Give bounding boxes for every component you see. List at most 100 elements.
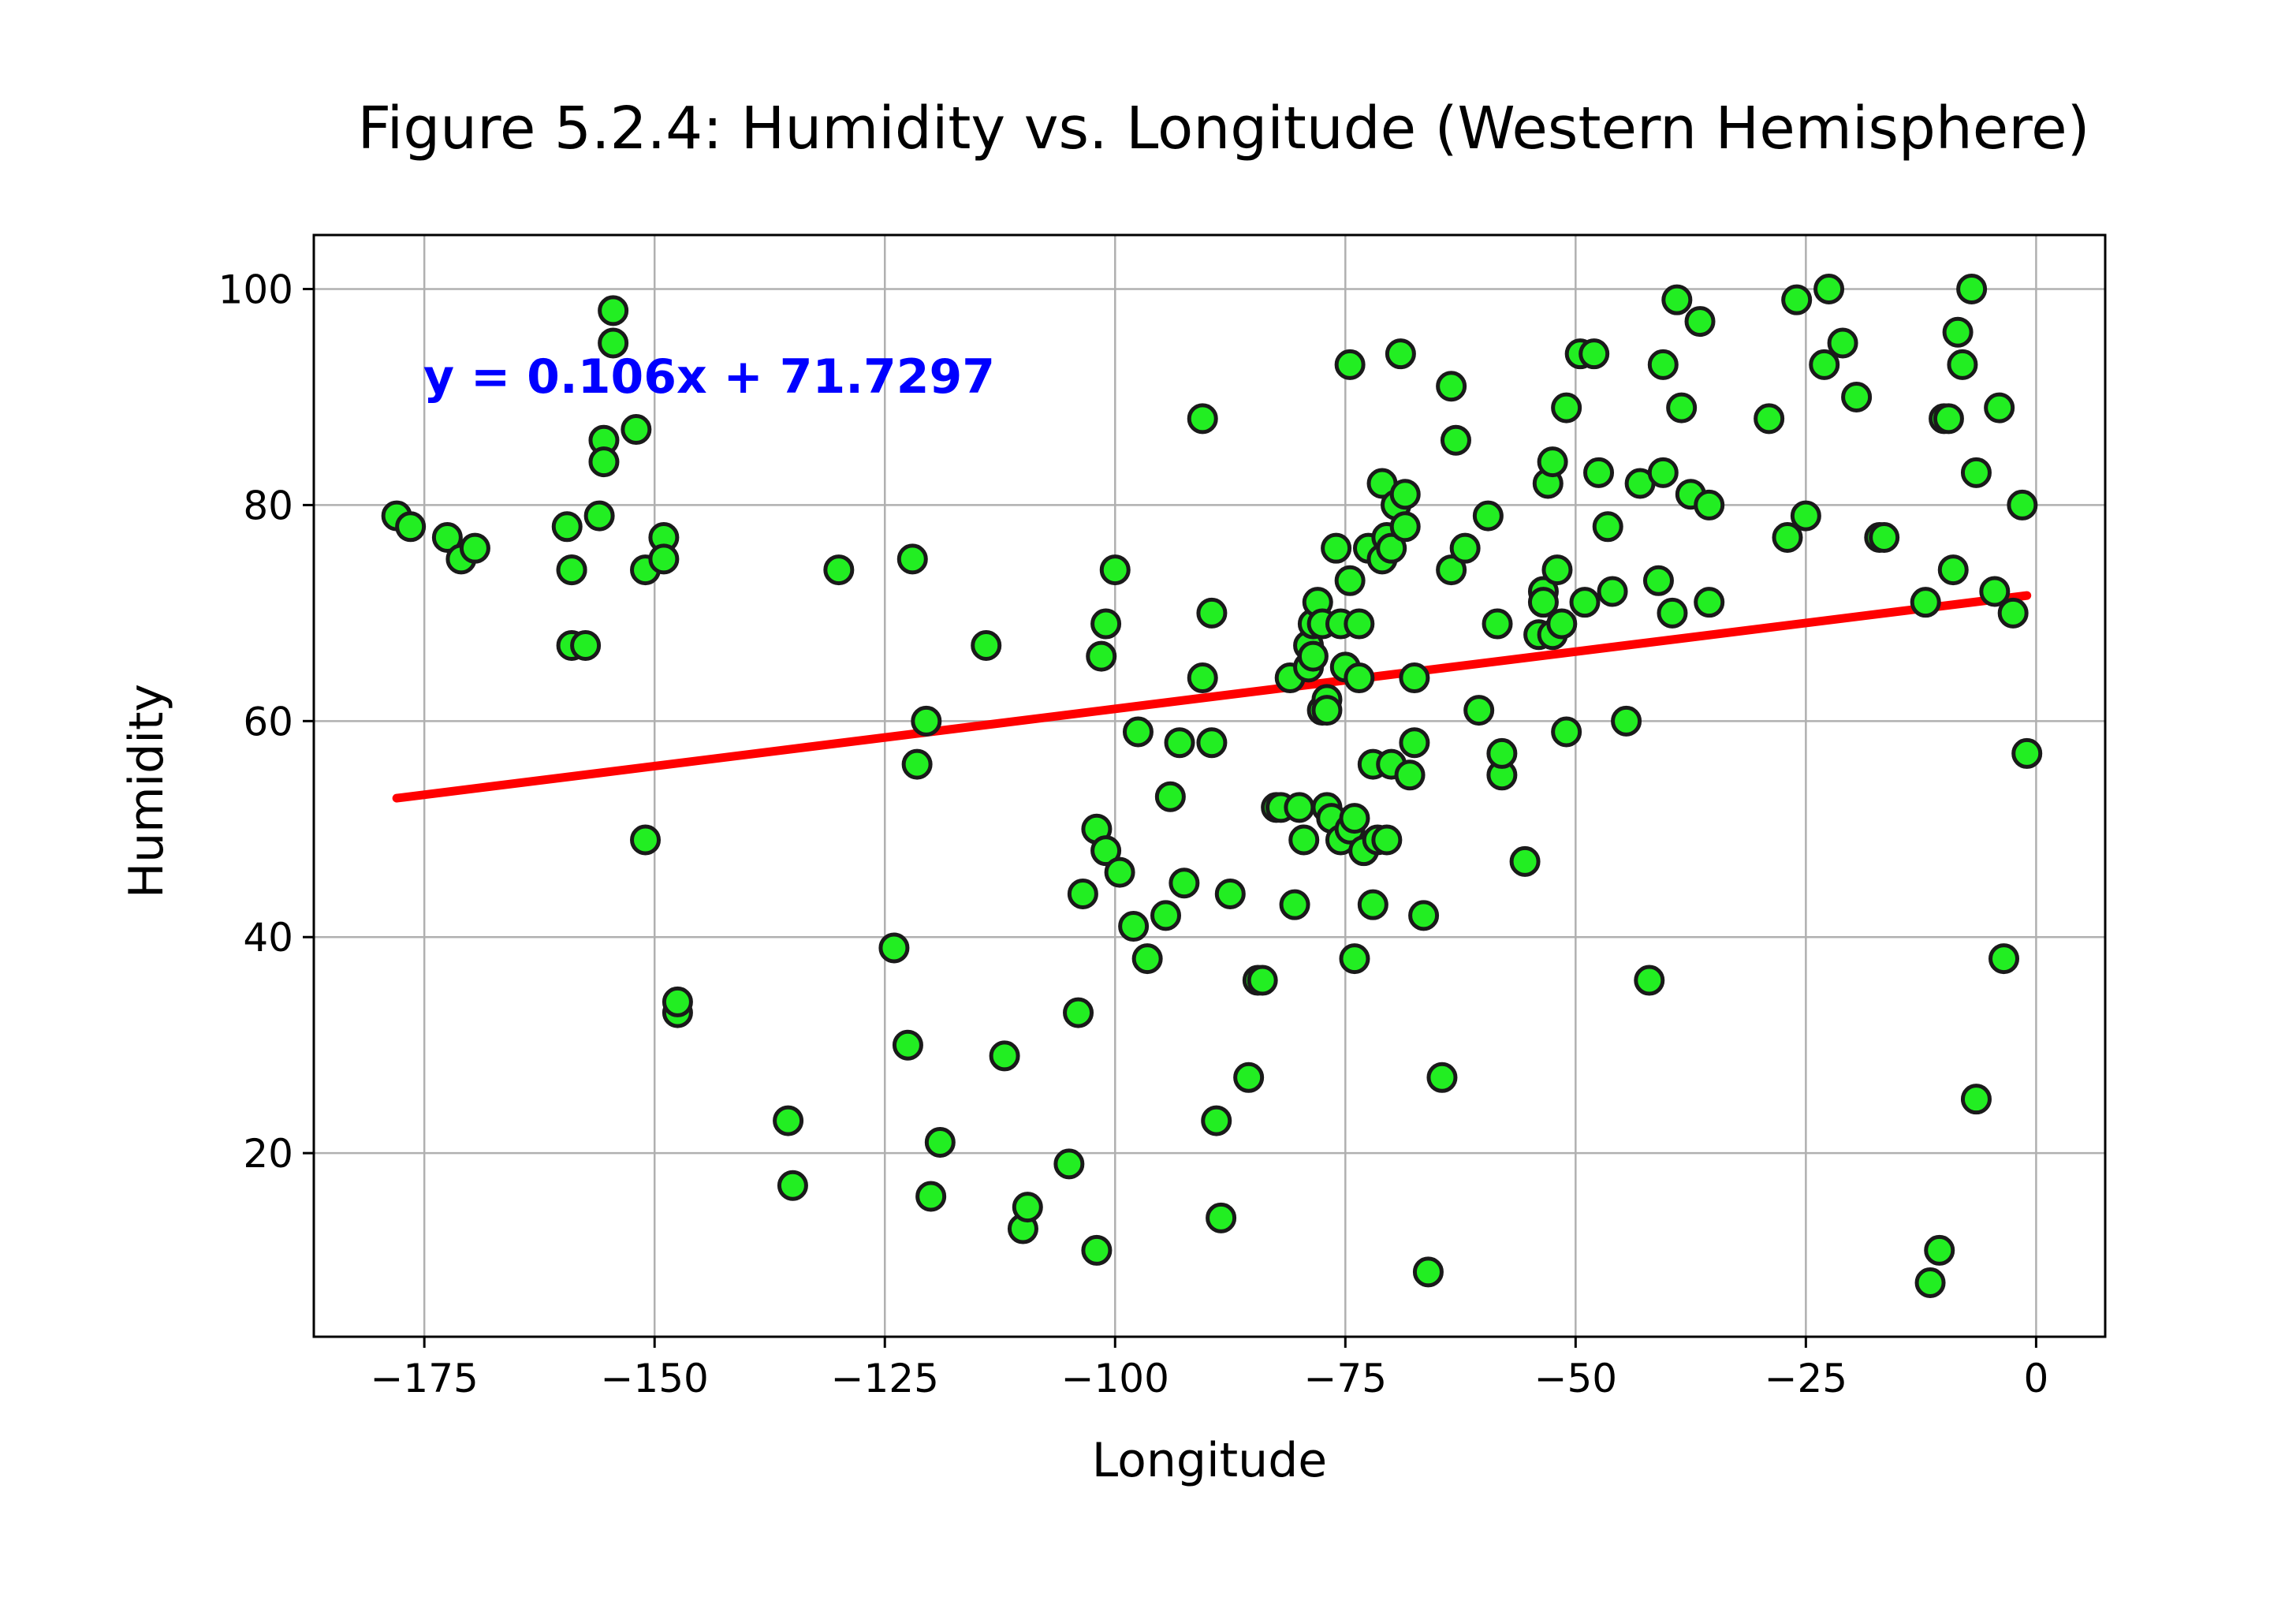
data-point [588, 446, 620, 478]
data-point [395, 511, 427, 543]
data-point [1122, 716, 1154, 748]
data-point [1311, 695, 1343, 726]
data-point [2011, 737, 2043, 769]
y-axis-ticks: 20 40 60 80 100 [218, 267, 314, 1177]
data-point [1924, 1234, 1955, 1266]
data-point [1537, 446, 1568, 478]
data-point [1436, 371, 1467, 402]
data-point [989, 1040, 1020, 1072]
y-tick-label: 60 [243, 699, 293, 744]
x-tick-label: −175 [371, 1356, 479, 1401]
data-point [1960, 1084, 1992, 1115]
data-point [1634, 965, 1665, 996]
data-point [1472, 500, 1504, 532]
y-axis-label: Humidity [119, 684, 174, 898]
data-point [1482, 608, 1513, 640]
x-tick-label: −100 [1061, 1356, 1169, 1401]
data-point [570, 629, 602, 661]
data-point [1086, 640, 1117, 672]
regression-line [392, 591, 2032, 803]
data-point [1284, 792, 1315, 823]
data-point [1408, 900, 1440, 931]
data-point [1376, 532, 1407, 564]
data-point [1104, 856, 1135, 888]
data-point [1661, 284, 1693, 315]
data-point [1334, 349, 1366, 380]
x-tick-label: −75 [1304, 1356, 1388, 1401]
data-point [1781, 284, 1813, 315]
data-point [1081, 1234, 1113, 1266]
data-point [1684, 306, 1716, 338]
y-tick-label: 80 [243, 483, 293, 528]
data-point [1067, 878, 1098, 909]
data-point [1371, 824, 1403, 856]
data-point [1694, 587, 1725, 618]
data-point [971, 629, 1002, 661]
data-point [1933, 403, 1964, 435]
data-point [1214, 878, 1246, 909]
data-point [1196, 597, 1228, 629]
data-point [878, 932, 910, 964]
data-point [1399, 662, 1430, 694]
data-point [1168, 868, 1200, 899]
data-point [551, 511, 583, 543]
data-point [1809, 349, 1840, 380]
data-point [1279, 889, 1310, 920]
data-point [1090, 835, 1122, 867]
data-point [901, 748, 933, 780]
x-tick-label: −25 [1765, 1356, 1848, 1401]
x-axis-ticks: −175 −150 −125 −100 −75 −50 −25 0 [371, 1337, 2048, 1401]
x-tick-label: −50 [1534, 1356, 1618, 1401]
data-point [773, 1105, 804, 1136]
data-point [1164, 727, 1195, 759]
data-point [1154, 781, 1186, 812]
y-tick-label: 40 [243, 915, 293, 961]
data-point [1666, 392, 1698, 424]
data-point [1979, 576, 2011, 607]
data-point [1233, 1062, 1265, 1093]
data-point [1657, 597, 1688, 629]
data-point [892, 1029, 923, 1061]
data-points [381, 273, 2043, 1299]
data-point [1436, 554, 1467, 586]
data-point [1527, 587, 1559, 618]
data-point [1247, 965, 1278, 996]
data-point [1486, 737, 1518, 769]
data-point [1754, 403, 1785, 435]
regression-equation: y = 0.106x + 71.7297 [423, 349, 995, 405]
data-point [1937, 554, 1969, 586]
data-point [1357, 889, 1388, 920]
data-point [1509, 845, 1541, 877]
data-point [1463, 695, 1495, 726]
data-point [1551, 716, 1582, 748]
data-point [1196, 727, 1228, 759]
data-point [648, 543, 680, 575]
data-point [598, 295, 629, 326]
data-point [1647, 457, 1679, 488]
data-point [1334, 565, 1366, 596]
data-point [1942, 316, 1974, 348]
data-point [1187, 662, 1218, 694]
plot-frame [312, 233, 2107, 1338]
data-point [1389, 479, 1421, 510]
data-point [1546, 608, 1578, 640]
data-point [1910, 587, 1941, 618]
data-point [924, 1126, 956, 1158]
data-point [630, 824, 662, 856]
regression-line-layer [392, 591, 2032, 803]
data-point [1150, 900, 1182, 931]
data-point [1385, 338, 1416, 370]
data-point [1412, 1256, 1444, 1288]
data-point [431, 521, 463, 553]
data-point [662, 986, 693, 1017]
data-point [911, 705, 942, 737]
data-point [1440, 424, 1471, 456]
data-point [1583, 457, 1615, 488]
data-point [896, 543, 928, 575]
x-tick-label: −125 [831, 1356, 939, 1401]
data-point [1914, 1267, 1946, 1299]
data-point [1201, 1105, 1232, 1136]
data-point [1960, 457, 1992, 488]
data-point [777, 1170, 808, 1201]
